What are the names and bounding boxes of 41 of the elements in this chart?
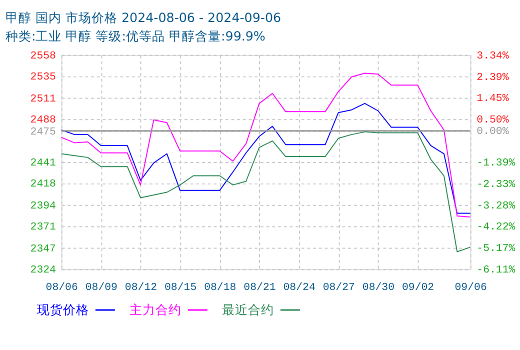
y2-tick-label: 1.45% [476, 93, 510, 106]
y2-tick-label: 2.39% [476, 72, 510, 84]
y-tick-label: 2441 [30, 157, 56, 170]
y2-tick-label: -6.11% [476, 264, 516, 277]
y-tick-label: 2535 [30, 71, 56, 84]
y2-tick-label: -1.39% [476, 158, 516, 170]
y2-tick-label: 0.00% [476, 126, 510, 138]
legend-label: 主力合约 [130, 302, 182, 317]
line-series [60, 131, 471, 252]
x-tick-label: 09/02 [402, 282, 434, 294]
y-tick-label: 2558 [30, 50, 56, 62]
x-tick-label: 08/18 [204, 282, 236, 294]
y2-tick-label: -2.33% [476, 178, 516, 191]
x-tick-label: 09/06 [454, 282, 487, 294]
y-tick-label: 2394 [30, 200, 56, 212]
x-tick-label: 08/30 [362, 282, 395, 294]
x-tick-label: 08/12 [124, 282, 158, 294]
x-tick-label: 08/21 [244, 282, 276, 294]
y-tick-label: 2347 [30, 243, 56, 256]
chart-subtitle: 种类:工业 甲醇 等级:优等品 甲醇含量:99.9% [5, 28, 266, 44]
y-tick-label: 2511 [30, 93, 56, 106]
line-series [60, 102, 471, 214]
x-tick-label: 08/27 [322, 282, 355, 294]
x-tick-label: 08/09 [85, 282, 118, 294]
x-tick-label: 08/06 [46, 282, 78, 294]
y2-tick-label: -4.22% [476, 222, 516, 234]
y2-tick-label: 0.50% [476, 114, 510, 127]
y-tick-label: 2371 [30, 222, 56, 234]
x-tick-label: 08/24 [283, 282, 316, 294]
chart-title: 甲醇 国内 市场价格 2024-08-06 - 2024-09-06 [5, 10, 282, 25]
y-tick-label: 2324 [30, 264, 56, 277]
y-tick-label: 2418 [30, 178, 56, 190]
y2-tick-label: -5.17% [476, 243, 516, 256]
y-tick-label: 2488 [30, 114, 56, 126]
y2-tick-label: -3.28% [476, 200, 516, 212]
legend-label: 现货价格 [37, 302, 90, 317]
x-tick-label: 08/15 [164, 282, 197, 294]
y2-tick-label: 3.34% [476, 50, 510, 62]
legend-label: 最近合约 [222, 302, 274, 317]
y-tick-label: 2475 [30, 126, 56, 138]
line-series [60, 72, 471, 218]
